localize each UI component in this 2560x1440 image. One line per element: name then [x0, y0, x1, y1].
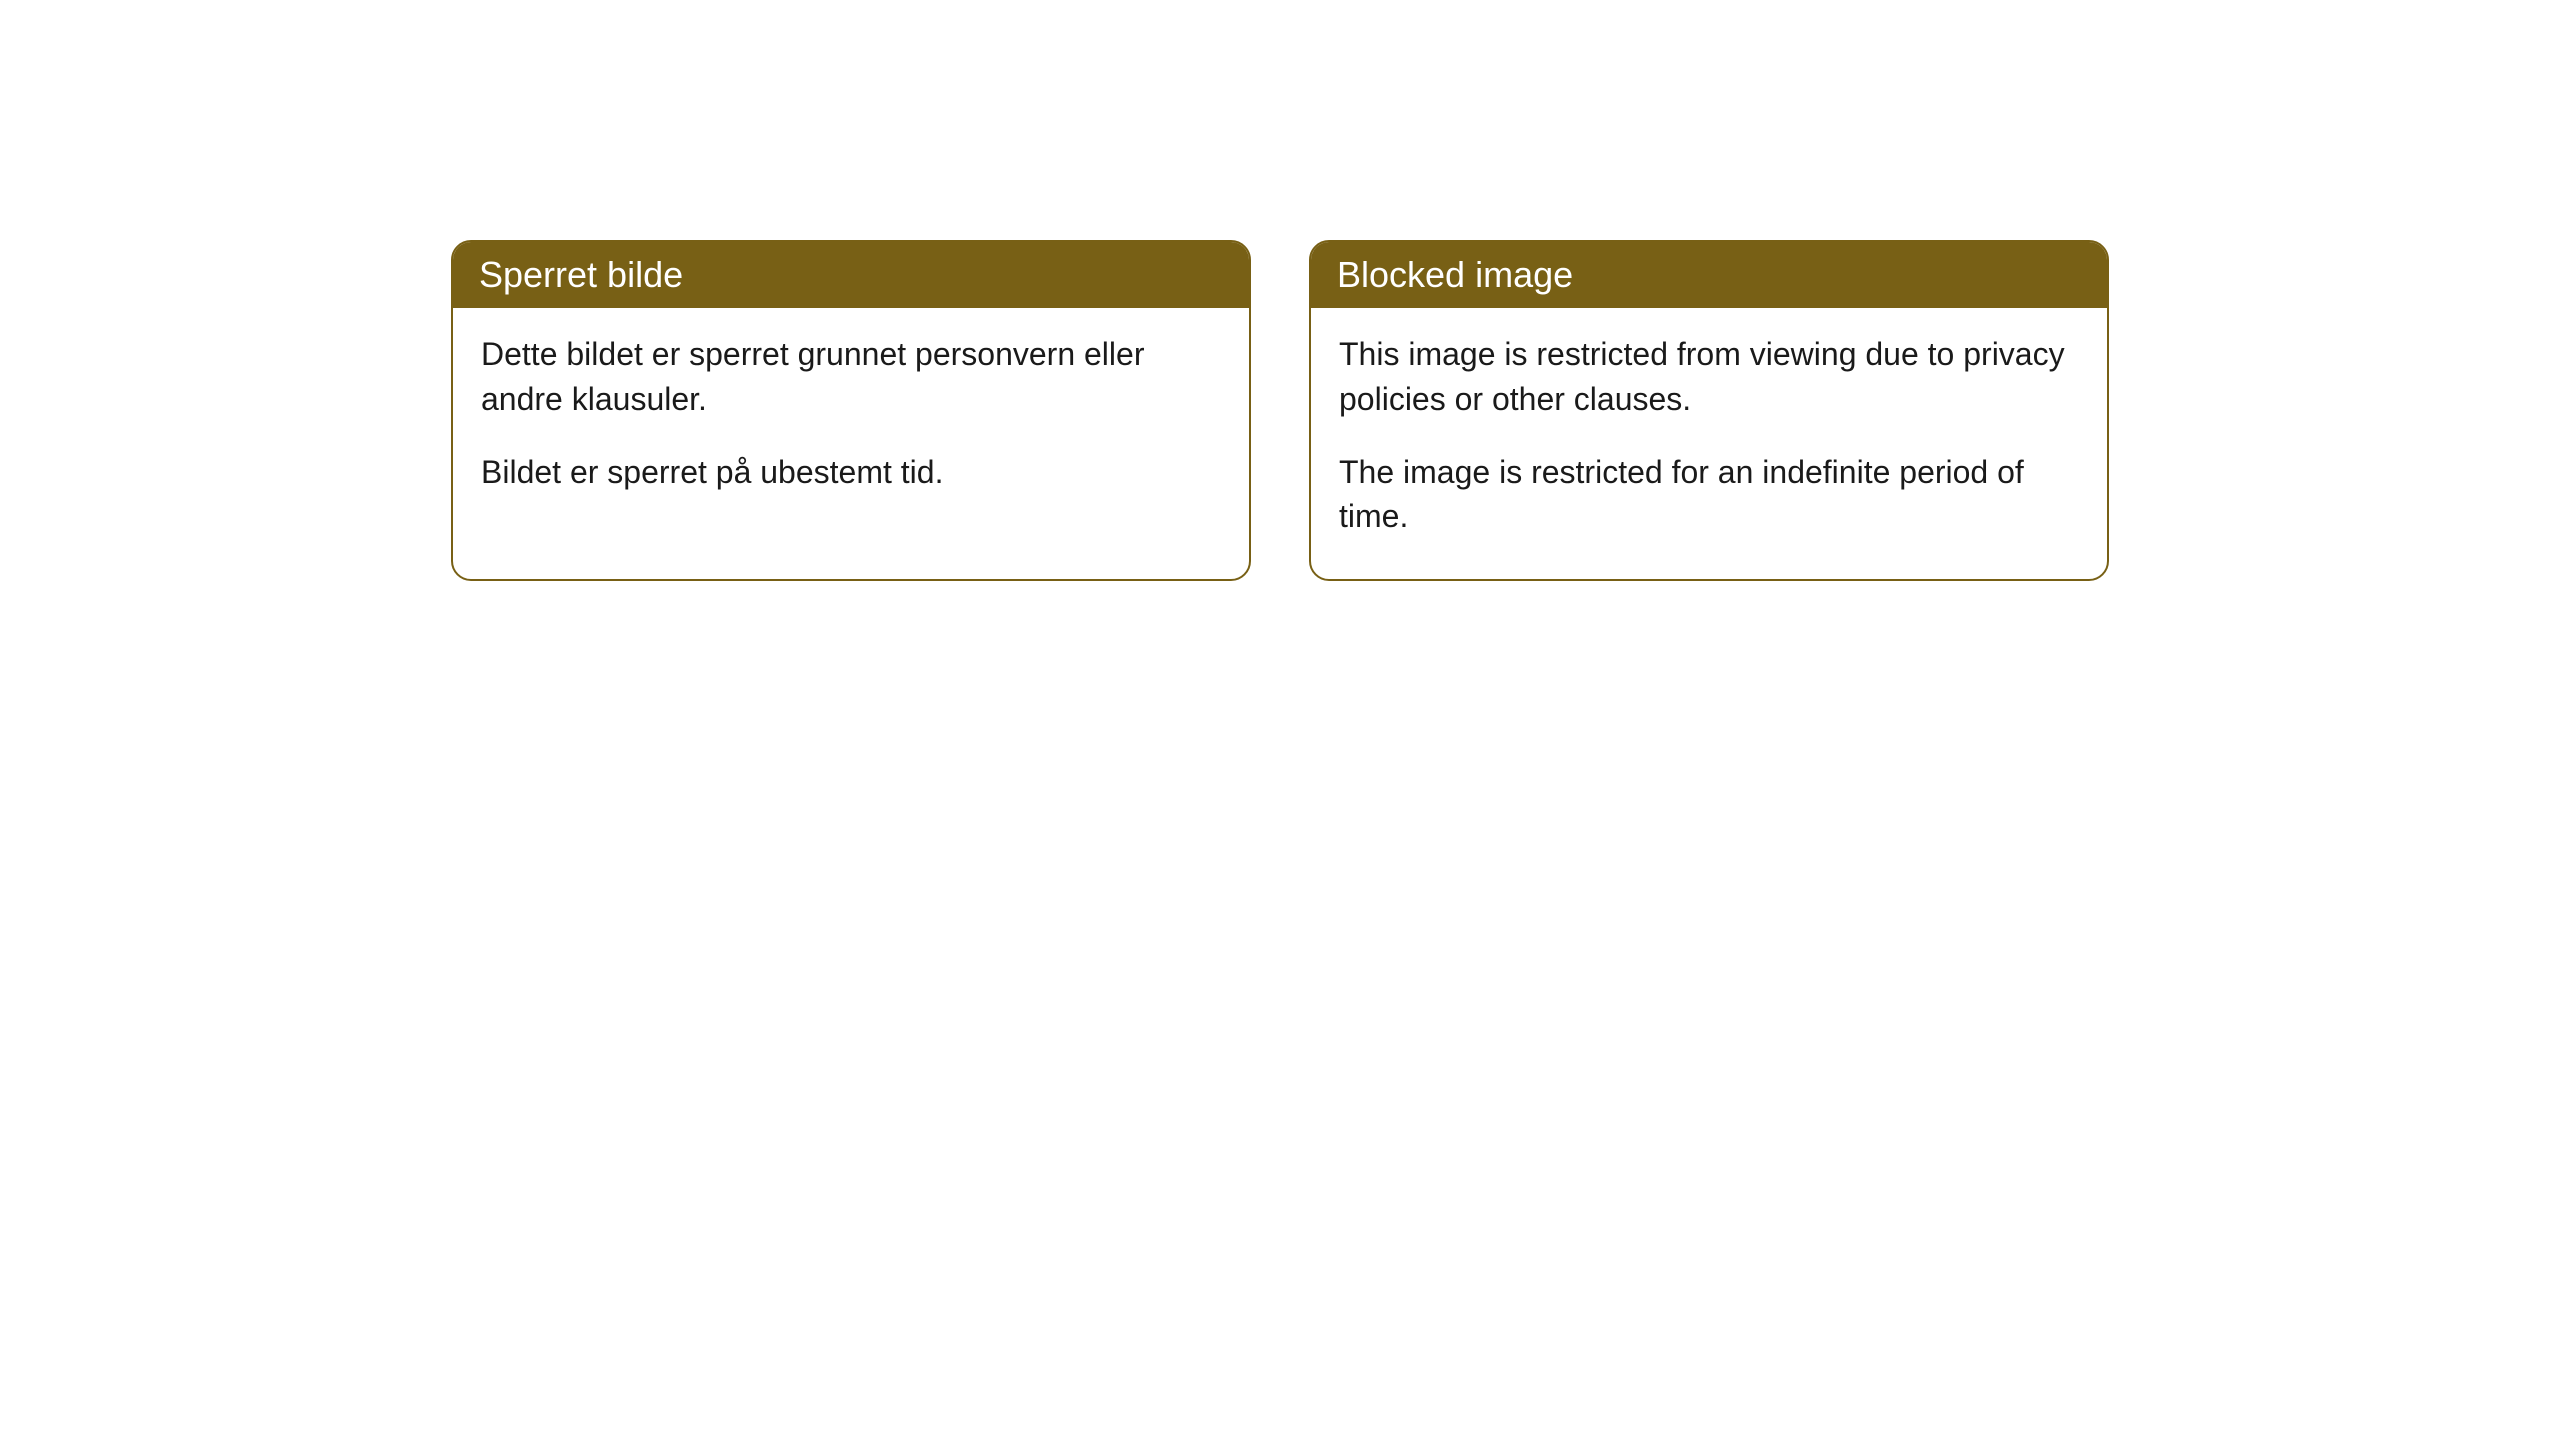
card-paragraph-2-norwegian: Bildet er sperret på ubestemt tid.: [481, 450, 1221, 495]
card-paragraph-1-norwegian: Dette bildet er sperret grunnet personve…: [481, 332, 1221, 422]
card-body-english: This image is restricted from viewing du…: [1311, 308, 2107, 579]
blocked-image-card-english: Blocked image This image is restricted f…: [1309, 240, 2109, 581]
card-body-norwegian: Dette bildet er sperret grunnet personve…: [453, 308, 1249, 534]
blocked-image-card-norwegian: Sperret bilde Dette bildet er sperret gr…: [451, 240, 1251, 581]
card-title-norwegian: Sperret bilde: [453, 242, 1249, 308]
card-paragraph-1-english: This image is restricted from viewing du…: [1339, 332, 2079, 422]
card-title-english: Blocked image: [1311, 242, 2107, 308]
cards-container: Sperret bilde Dette bildet er sperret gr…: [0, 240, 2560, 581]
card-paragraph-2-english: The image is restricted for an indefinit…: [1339, 450, 2079, 540]
